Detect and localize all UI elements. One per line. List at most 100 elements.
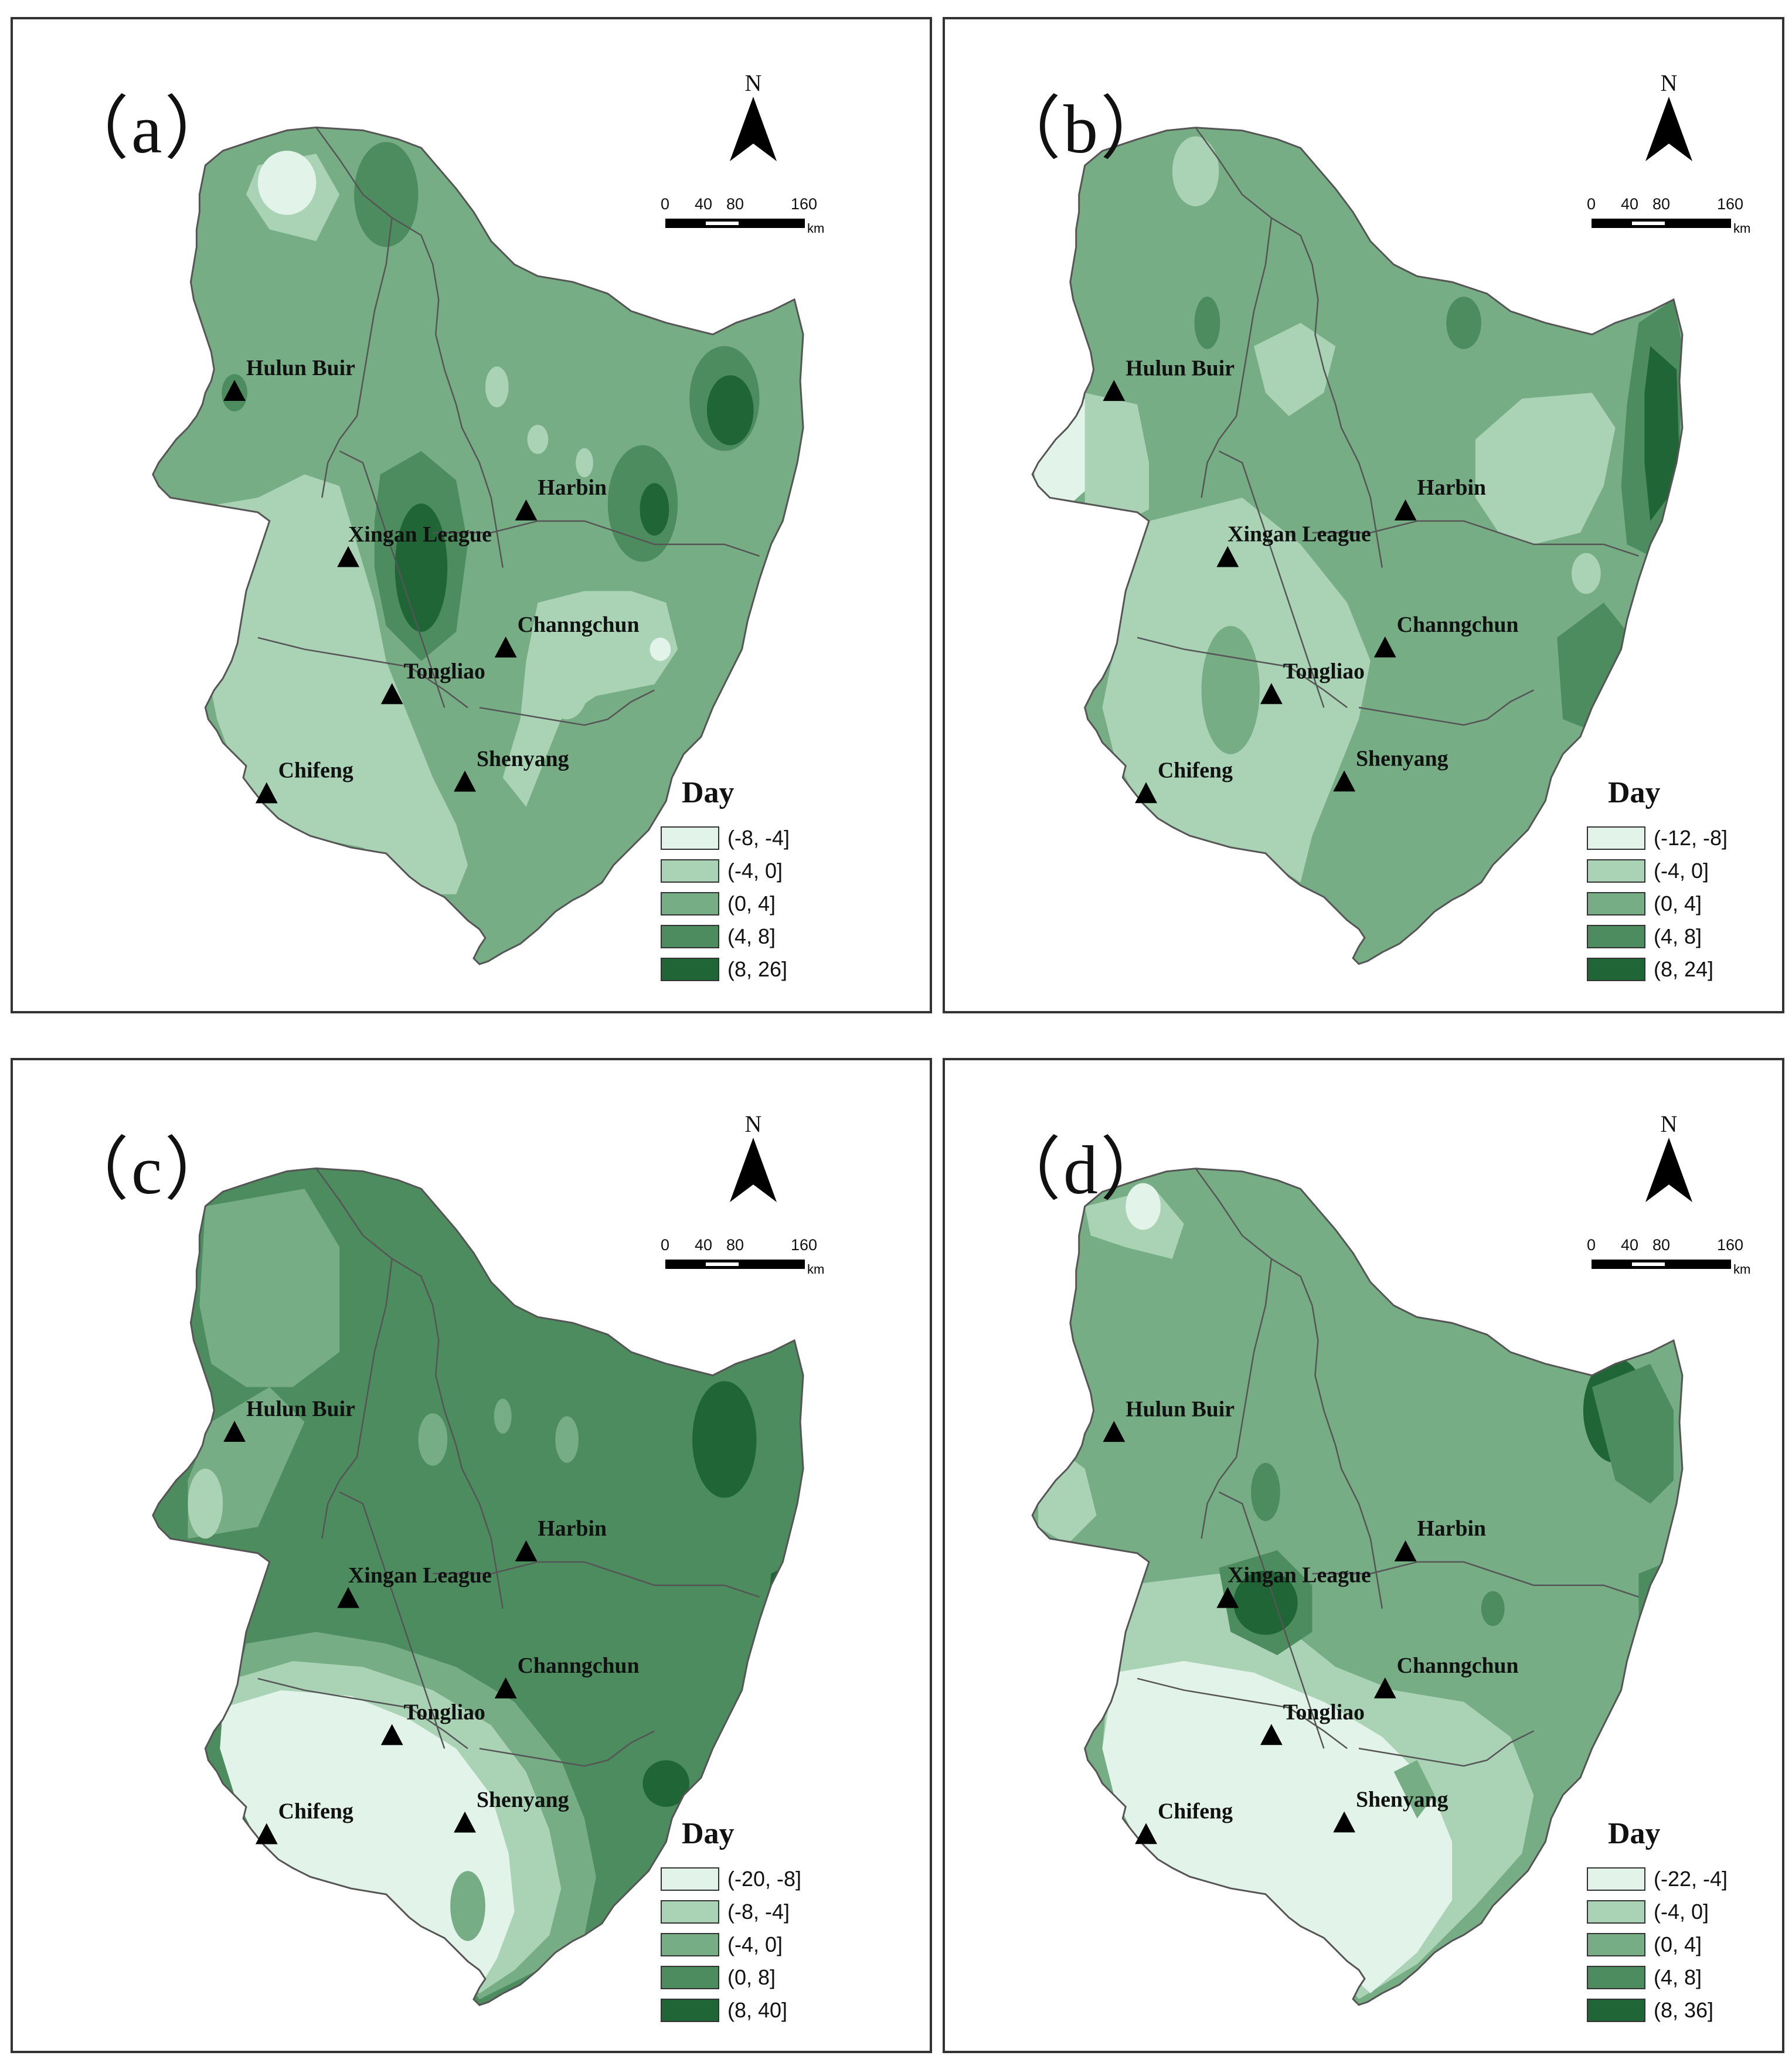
legend-swatch-4 [1587, 1966, 1645, 1989]
panel-label: （b） [992, 91, 1172, 168]
map-panel-b: Hulun Buir Harbin Xingan League Channgchun T… [943, 17, 1784, 1013]
legend-swatch-3 [661, 892, 719, 916]
legend-label: (-12, -8] [1654, 826, 1728, 850]
province-boundary [1218, 1491, 1325, 1749]
panel-label: （d） [992, 1132, 1172, 1209]
zone [1592, 1363, 1674, 1504]
legend-label: (-4, 0] [1654, 859, 1709, 883]
zone [1194, 297, 1220, 349]
province-boundary [315, 1168, 504, 1609]
province-boundary [479, 1730, 655, 1767]
legend-swatch-5 [661, 1999, 719, 2022]
city-label: Xingan League [1227, 1563, 1371, 1588]
legend-title: Day [682, 1817, 735, 1850]
north-arrow-icon: N [727, 69, 780, 169]
zone [199, 1189, 340, 1387]
city-marker-icon [223, 1421, 246, 1442]
legend-swatch-2 [1587, 1900, 1645, 1924]
province-boundary [1218, 450, 1325, 708]
north-arrow-icon: N [1643, 1110, 1695, 1210]
province-boundary [1312, 1561, 1639, 1598]
city-label: Chifeng [278, 758, 353, 783]
city-label: Xingan League [348, 522, 492, 547]
region-outline [1031, 1168, 1684, 2006]
legend-label: (0, 4] [1654, 1932, 1702, 1956]
north-label: N [744, 1111, 762, 1137]
legend-swatch-5 [1587, 958, 1645, 981]
legend-label: (-8, -4] [727, 826, 790, 850]
zone [1254, 322, 1336, 416]
city-label: Hulun Buir [246, 1397, 355, 1421]
province-boundary [1358, 1730, 1534, 1767]
province-boundary [433, 520, 760, 557]
city-label: Channgchun [518, 1653, 640, 1678]
zone [188, 474, 468, 894]
legend-label: (-22, -4] [1654, 1867, 1728, 1891]
legend-swatch-2 [661, 1900, 719, 1924]
city-marker-icon [454, 1811, 476, 1833]
zone [1446, 297, 1481, 349]
city-marker-icon [1103, 1421, 1125, 1442]
region-map: Hulun Buir Harbin Xingan League Channgchun T… [152, 126, 804, 965]
zone [642, 1760, 690, 1807]
scale-bar: 0 40 80 160 km [661, 1236, 825, 1277]
zone [188, 1468, 223, 1539]
city-label: Chifeng [1158, 758, 1233, 782]
city-marker-icon [223, 380, 246, 401]
province-boundary [257, 1677, 468, 1750]
zone [220, 1690, 515, 1988]
map-panel-a: Hulun Buir Harbin Xingan League Channgchun T… [11, 17, 932, 1013]
region-map: Hulun Buir Harbin Xingan League Channgchun T… [1031, 127, 1684, 965]
zone [257, 151, 317, 215]
city-label: Tongliao [404, 659, 485, 684]
city-label: Shenyang [1356, 1788, 1448, 1812]
zone [576, 448, 593, 478]
zone [1084, 393, 1150, 521]
province-boundary [339, 1491, 446, 1749]
zone [1201, 625, 1260, 754]
city-label: Chifeng [1158, 1799, 1233, 1823]
province-boundary [315, 127, 504, 568]
legend-swatch-3 [1587, 892, 1645, 916]
city-marker-icon [255, 782, 278, 804]
city-marker-icon [454, 770, 476, 792]
city-marker-icon [1260, 683, 1283, 705]
city-label: Channgchun [1397, 1653, 1519, 1678]
city-label: Hulun Buir [246, 356, 355, 380]
legend-label: (0, 8] [727, 1965, 776, 1989]
zone [450, 1871, 485, 1941]
city-label: Channgchun [1397, 612, 1519, 637]
city-label: Harbin [1417, 475, 1486, 500]
province-boundary [257, 637, 468, 709]
legend-label: (-20, -8] [727, 1867, 802, 1891]
scale-bar: 0 40 80 160 km [1587, 195, 1751, 236]
legend: Day (-20, -8] (-8, -4] (-4, 0] (0, 8] (8… [661, 1816, 813, 2027]
region-map: Hulun Buir Harbin Xingan League Channgchun T… [152, 1167, 804, 2006]
zone [1644, 1591, 1668, 1650]
city-label: Tongliao [1283, 1700, 1365, 1724]
legend-title: Day [682, 776, 735, 809]
province-boundary [479, 689, 655, 726]
city-marker-icon [494, 1677, 517, 1699]
province-boundary [339, 450, 446, 708]
legend-label: (-8, -4] [727, 1900, 790, 1924]
legend: Day (-22, -4] (-4, 0] (0, 4] (4, 8] (8, … [1587, 1816, 1739, 2027]
north-label: N [1660, 1111, 1678, 1137]
legend-label: (0, 4] [1654, 891, 1702, 916]
legend-swatch-1 [1587, 826, 1645, 850]
city-label: Xingan League [348, 1563, 492, 1588]
legend-swatch-3 [1587, 1933, 1645, 1956]
scale-bar: 0 40 80 160 km [1587, 1236, 1751, 1277]
region-outline [152, 1167, 804, 2006]
north-arrow-icon: N [1643, 69, 1695, 169]
zone [1475, 393, 1616, 544]
city-marker-icon [1216, 1587, 1239, 1608]
zone [1638, 1561, 1674, 1667]
city-label: Tongliao [404, 1700, 485, 1725]
zone [1481, 1591, 1505, 1626]
city-label: Harbin [538, 475, 607, 500]
zone [354, 142, 419, 247]
legend-label: (8, 36] [1654, 1998, 1714, 2022]
city-label: Hulun Buir [1125, 356, 1235, 380]
city-label: Hulun Buir [1125, 1397, 1235, 1421]
